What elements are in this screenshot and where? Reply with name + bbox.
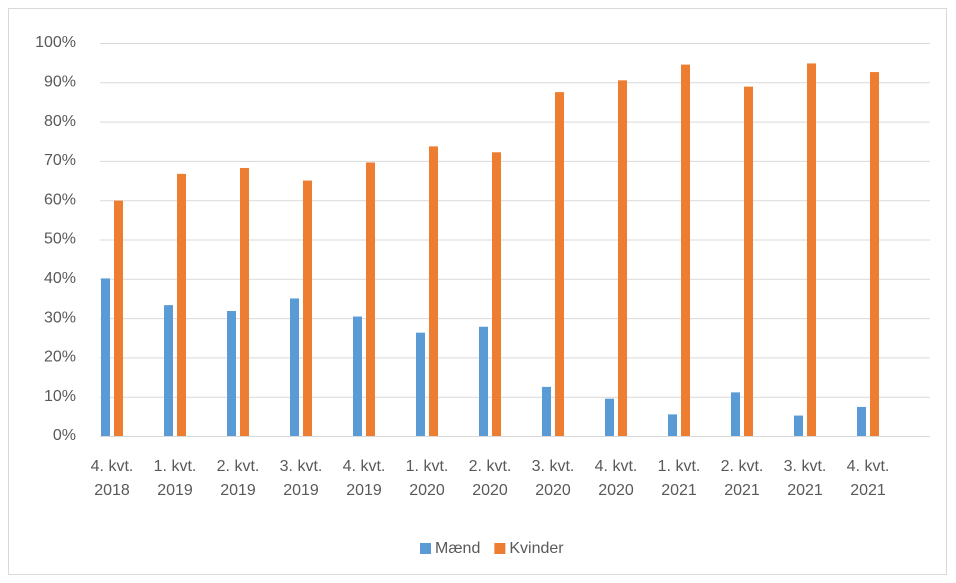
bar — [857, 406, 866, 436]
x-tick-label: 2. kvt. 2021 — [720, 458, 764, 499]
x-tick-label: 4. kvt. 2018 — [90, 458, 134, 499]
bar — [164, 305, 173, 436]
bar — [101, 278, 110, 436]
y-tick-label: 0% — [53, 427, 76, 444]
bar — [177, 173, 186, 436]
x-tick-label: 3. kvt. 2019 — [279, 458, 323, 499]
chart-border — [8, 8, 947, 575]
x-tick-label: 4. kvt. 2021 — [846, 458, 890, 499]
bar — [618, 80, 627, 437]
legend-swatch — [420, 543, 431, 554]
x-tick-label: 3. kvt. 2020 — [531, 458, 575, 499]
bar — [542, 386, 551, 436]
y-tick-label: 30% — [44, 309, 76, 326]
x-tick-label: 1. kvt. 2020 — [405, 458, 449, 499]
bar — [479, 326, 488, 436]
legend-label: Mænd — [435, 540, 480, 557]
y-tick-label: 50% — [44, 231, 76, 248]
bar — [668, 414, 677, 436]
bar — [870, 72, 879, 436]
y-tick-label: 20% — [44, 349, 76, 366]
bar — [303, 180, 312, 436]
bar — [429, 146, 438, 436]
bar — [353, 316, 362, 436]
bar — [605, 398, 614, 436]
y-tick-label: 10% — [44, 388, 76, 405]
y-tick-label: 90% — [44, 74, 76, 91]
bar — [290, 298, 299, 436]
bar — [744, 86, 753, 437]
x-tick-label: 3. kvt. 2021 — [783, 458, 827, 499]
bar — [114, 200, 123, 436]
x-tick-label: 4. kvt. 2019 — [342, 458, 386, 499]
y-tick-label: 60% — [44, 191, 76, 208]
legend-swatch — [494, 543, 506, 554]
bar — [794, 415, 803, 436]
bar — [731, 392, 740, 436]
x-tick-label: 1. kvt. 2019 — [153, 458, 197, 499]
bar — [492, 152, 501, 436]
bar — [681, 64, 690, 437]
bar — [240, 167, 249, 436]
y-tick-label: 40% — [44, 270, 76, 287]
bar — [555, 92, 564, 436]
x-tick-label: 1. kvt. 2021 — [657, 458, 701, 499]
x-tick-label: 2. kvt. 2019 — [216, 458, 260, 499]
y-tick-label: 100% — [35, 34, 76, 51]
bar — [366, 162, 375, 437]
bar — [807, 63, 816, 436]
y-tick-label: 80% — [44, 113, 76, 130]
legend-label: Kvinder — [509, 540, 564, 557]
x-tick-label: 2. kvt. 2020 — [468, 458, 512, 499]
bar — [416, 332, 425, 436]
bar — [227, 311, 236, 436]
y-tick-label: 70% — [44, 152, 76, 169]
x-tick-label: 4. kvt. 2020 — [594, 458, 638, 499]
